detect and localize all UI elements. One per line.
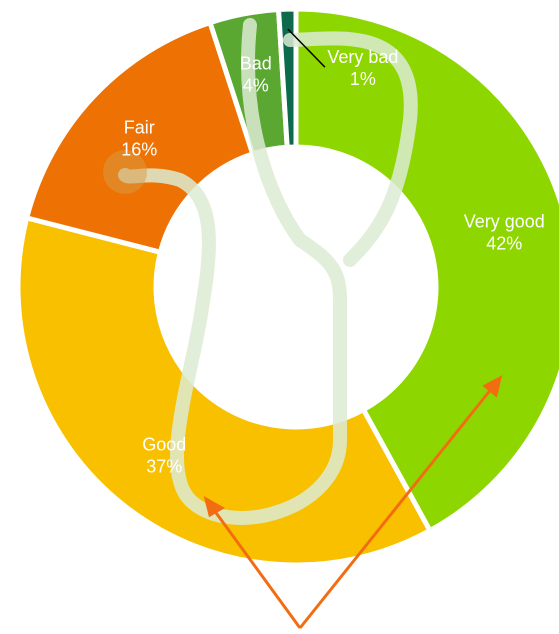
slice-value-label: 42% xyxy=(486,233,522,253)
arrow xyxy=(298,387,494,629)
slice-label: Bad xyxy=(240,54,272,74)
leader-line xyxy=(287,28,326,68)
slice-value-label: 4% xyxy=(243,76,269,96)
slice-label: Very bad xyxy=(327,47,398,67)
slice-value-label: 1% xyxy=(350,69,376,89)
slice-value-label: 37% xyxy=(146,457,182,477)
slice-value-label: 16% xyxy=(121,140,157,160)
donut xyxy=(15,6,559,568)
slice-label: Fair xyxy=(124,118,155,138)
slice-label: Very good xyxy=(464,211,545,231)
arrow-head xyxy=(482,375,503,398)
slice xyxy=(293,6,559,535)
slice-label: Good xyxy=(142,435,186,455)
arrows xyxy=(203,375,503,629)
arrow xyxy=(212,509,302,629)
arrow-head xyxy=(203,495,226,518)
slice xyxy=(23,19,256,256)
